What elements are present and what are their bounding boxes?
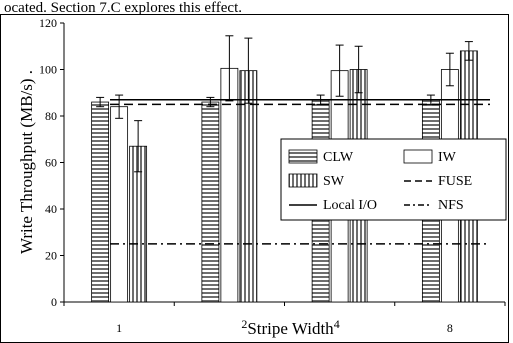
- legend-label: Local I/O: [323, 198, 377, 213]
- x-tick-label: 4: [334, 317, 340, 331]
- legend-swatch: [288, 173, 318, 188]
- bar-sw-2: [239, 70, 258, 303]
- y-axis-title: Write Throughput (MB/s) .: [17, 70, 36, 254]
- legend-label: IW: [438, 150, 457, 165]
- y-tick-label: 60: [45, 156, 57, 170]
- legend-item-sw: SW: [288, 173, 345, 189]
- legend-box: [280, 138, 507, 221]
- y-axis-ticks: 0 20 40 60 80 100 120: [39, 16, 64, 309]
- legend-item-local-i-o: Local I/O: [289, 198, 377, 213]
- error-bar-iw-4: [335, 44, 344, 97]
- legend-label: CLW: [323, 150, 354, 165]
- legend-swatch: [403, 149, 433, 164]
- x-tick-label: 8: [447, 321, 453, 335]
- error-bar-sw-1: [134, 120, 143, 173]
- legend-item-clw: CLW: [288, 149, 354, 165]
- legend-swatch: [288, 149, 318, 164]
- error-bar-sw-4: [354, 45, 363, 94]
- legend-label: FUSE: [438, 174, 472, 189]
- error-bar-sw-2: [244, 37, 253, 104]
- bar-clw-1: [91, 101, 110, 303]
- legend: CLW IW SW FUSE Local I/O NFS: [280, 138, 507, 221]
- error-bar-iw-2: [225, 35, 234, 102]
- y-tick-label: 80: [45, 109, 57, 123]
- legend-item-iw: IW: [403, 149, 457, 165]
- y-tick-label: 20: [45, 249, 57, 263]
- error-bar-clw-2: [206, 96, 215, 108]
- x-tick-label: 2: [241, 317, 247, 331]
- legend-item-fuse: FUSE: [404, 174, 472, 189]
- x-axis-title: Stripe Width: [247, 319, 334, 338]
- x-tick-label: 1: [116, 321, 122, 335]
- error-bar-clw-1: [96, 96, 105, 108]
- error-bar-iw-1: [115, 94, 124, 119]
- error-bar-iw-8: [445, 52, 454, 87]
- y-tick-label: 120: [39, 16, 57, 30]
- bar-iw-1: [110, 106, 129, 303]
- legend-label: NFS: [438, 198, 464, 213]
- y-tick-label: 100: [39, 63, 57, 77]
- x-axis-title-with-ticks: 2Stripe Width4: [241, 317, 339, 338]
- error-bar-sw-8: [464, 41, 473, 61]
- x-axis-ticks: 1 8 2Stripe Width4: [63, 302, 506, 338]
- y-tick-label: 0: [51, 295, 57, 309]
- legend-label: SW: [323, 174, 345, 189]
- legend-item-nfs: NFS: [404, 198, 464, 213]
- bar-iw-2: [220, 67, 239, 303]
- plot-area: [63, 23, 505, 303]
- y-tick-label: 40: [45, 202, 57, 216]
- top-caption: ocated. Section 7.C explores this effect…: [4, 0, 242, 16]
- bar-clw-2: [201, 101, 220, 303]
